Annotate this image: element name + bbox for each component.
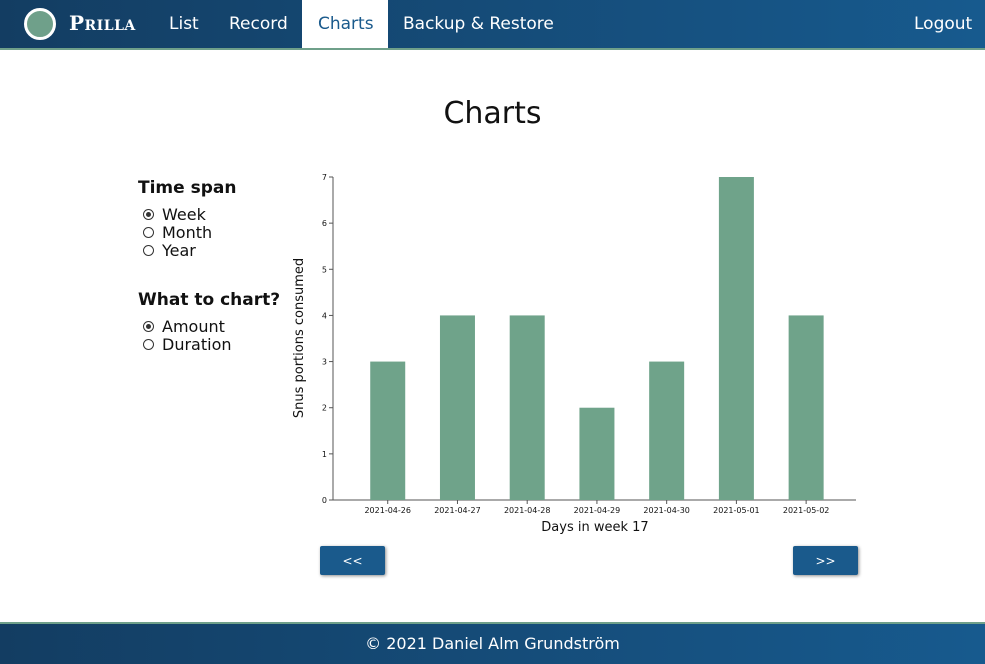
y-tick-label: 0 bbox=[322, 496, 327, 505]
nav-record[interactable]: Record bbox=[229, 14, 288, 34]
footer-copyright: © 2021 Daniel Alm Grundström bbox=[365, 634, 620, 653]
y-tick-label: 1 bbox=[322, 450, 327, 459]
chart-duration-label: Duration bbox=[162, 334, 232, 354]
what-to-chart-heading: What to chart? bbox=[138, 290, 281, 310]
time-span-month-label: Month bbox=[162, 222, 213, 242]
bar-2021-04-30 bbox=[649, 361, 685, 500]
time-span-year-option[interactable]: Year bbox=[143, 240, 196, 260]
bar-2021-04-27 bbox=[439, 315, 475, 500]
time-span-month-option[interactable]: Month bbox=[143, 222, 213, 242]
bar-2021-05-02 bbox=[788, 315, 824, 500]
time-span-week-label: Week bbox=[162, 204, 206, 224]
nav-list[interactable]: List bbox=[169, 14, 199, 34]
x-tick-label: 2021-04-28 bbox=[504, 506, 550, 515]
nav-backup-restore[interactable]: Backup & Restore bbox=[403, 14, 554, 34]
chart-amount-option[interactable]: Amount bbox=[143, 316, 225, 336]
radio-month[interactable] bbox=[143, 226, 154, 238]
logout-link[interactable]: Logout bbox=[914, 14, 973, 34]
time-span-heading: Time span bbox=[138, 178, 237, 198]
bar-2021-04-29 bbox=[579, 407, 615, 500]
x-tick-label: 2021-04-29 bbox=[574, 506, 621, 515]
y-tick-label: 3 bbox=[322, 358, 327, 367]
y-tick-label: 5 bbox=[322, 265, 327, 274]
x-tick-label: 2021-04-26 bbox=[364, 506, 411, 515]
time-span-year-label: Year bbox=[162, 240, 196, 260]
top-navbar: Prilla List Record Charts Backup & Resto… bbox=[0, 0, 985, 50]
y-axis: 0 1 2 3 4 5 6 7 bbox=[322, 173, 334, 505]
radio-amount[interactable] bbox=[143, 320, 154, 332]
x-tick-label: 2021-05-02 bbox=[783, 506, 830, 515]
x-tick-label: 2021-05-01 bbox=[713, 506, 760, 515]
y-tick-label: 2 bbox=[322, 404, 327, 413]
bar-2021-05-01 bbox=[718, 177, 754, 500]
bar-2021-04-26 bbox=[370, 361, 406, 500]
y-tick-label: 7 bbox=[322, 173, 327, 182]
y-tick-label: 4 bbox=[322, 311, 327, 320]
bar-2021-04-28 bbox=[509, 315, 545, 500]
time-span-week-option[interactable]: Week bbox=[143, 204, 206, 224]
radio-week[interactable] bbox=[143, 208, 154, 220]
x-tick-label: 2021-04-30 bbox=[643, 506, 690, 515]
bars-group bbox=[370, 177, 824, 500]
nav-charts[interactable]: Charts bbox=[302, 0, 388, 48]
brand-name: Prilla bbox=[69, 11, 136, 35]
radio-year[interactable] bbox=[143, 244, 154, 256]
x-axis: 2021-04-26 2021-04-27 2021-04-28 2021-04-29… bbox=[333, 499, 856, 515]
previous-week-button[interactable]: << bbox=[320, 546, 385, 575]
y-axis-label: Snus portions consumed bbox=[292, 258, 307, 418]
radio-duration[interactable] bbox=[143, 338, 154, 350]
footer: © 2021 Daniel Alm Grundström bbox=[0, 622, 985, 664]
x-tick-label: 2021-04-27 bbox=[434, 506, 481, 515]
chart-duration-option[interactable]: Duration bbox=[143, 334, 232, 354]
next-week-button[interactable]: >> bbox=[793, 546, 858, 575]
logo-icon bbox=[24, 8, 56, 40]
page-title: Charts bbox=[443, 96, 542, 131]
chart-amount-label: Amount bbox=[162, 316, 225, 336]
y-tick-label: 6 bbox=[322, 219, 327, 228]
x-axis-label: Days in week 17 bbox=[541, 520, 648, 535]
